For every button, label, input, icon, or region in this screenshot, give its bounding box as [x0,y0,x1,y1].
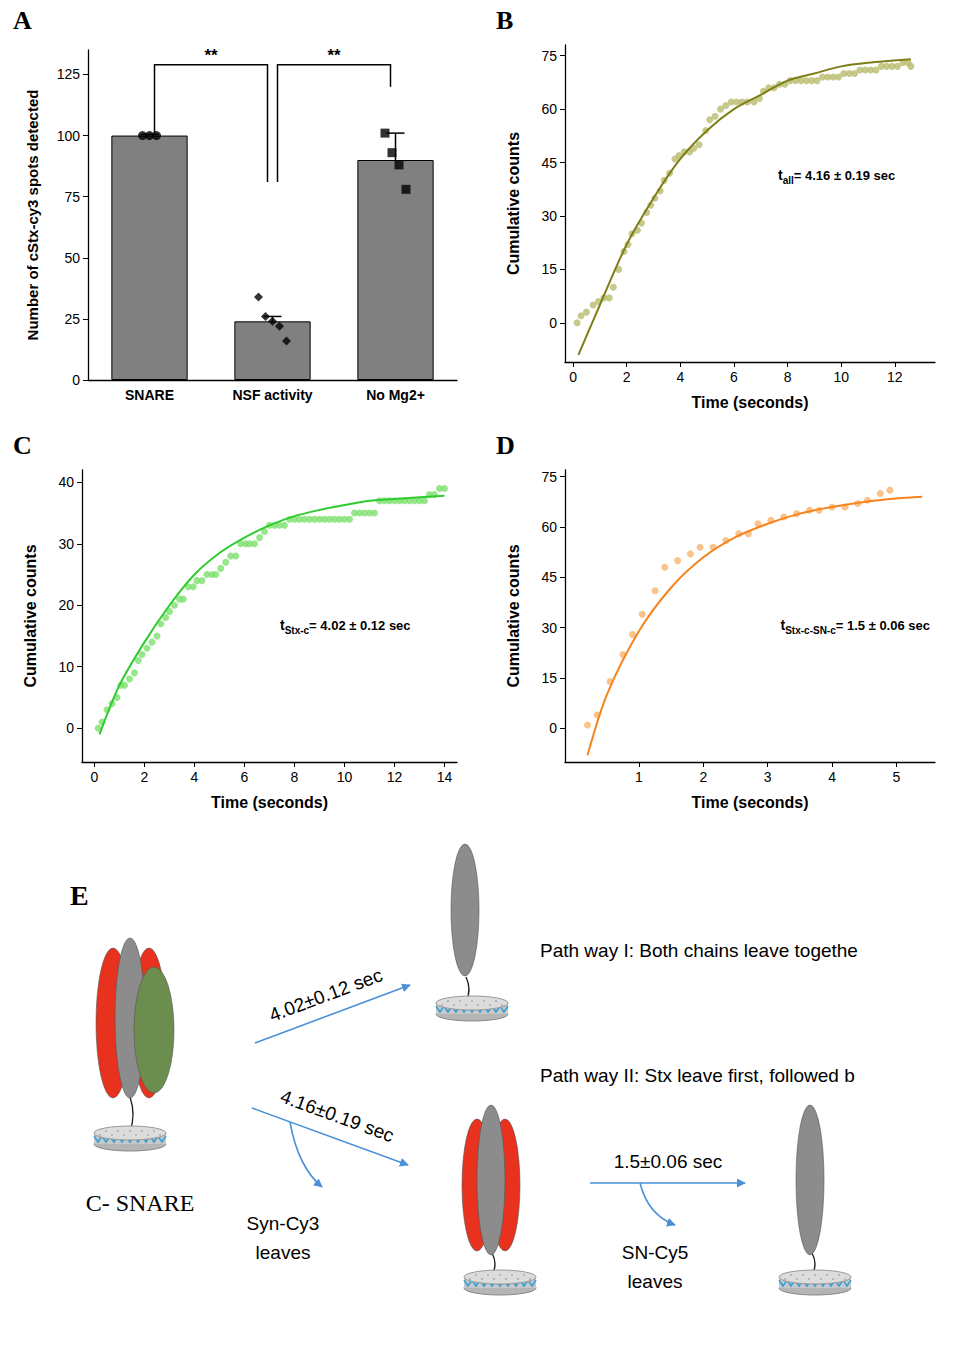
svg-text:15: 15 [541,261,557,277]
svg-text:4.16±0.19 sec: 4.16±0.19 sec [278,1086,397,1147]
svg-text:**: ** [327,46,341,65]
svg-text:30: 30 [541,620,557,636]
svg-text:SN-Cy5: SN-Cy5 [622,1242,689,1263]
svg-text:15: 15 [541,670,557,686]
svg-text:12: 12 [887,369,903,385]
svg-text:6: 6 [730,369,738,385]
svg-text:6: 6 [241,769,249,785]
svg-text:75: 75 [64,189,80,205]
svg-text:Cumulative counts: Cumulative counts [22,544,39,687]
svg-text:0: 0 [72,372,80,388]
svg-text:3: 3 [764,769,772,785]
svg-text:Number of cStx-cy3 spots detec: Number of cStx-cy3 spots detected [24,90,41,341]
svg-text:75: 75 [541,469,557,485]
svg-text:75: 75 [541,48,557,64]
svg-text:60: 60 [541,101,557,117]
svg-text:10: 10 [337,769,353,785]
svg-text:Syn-Cy3: Syn-Cy3 [247,1213,320,1234]
svg-text:= 4.16 ± 0.19 sec: = 4.16 ± 0.19 sec [794,168,895,183]
svg-text:Path way II: Stx leave first,: Path way II: Stx leave first, followed b [540,1065,855,1086]
svg-text:D: D [496,431,515,460]
svg-text:1: 1 [635,769,643,785]
svg-text:10: 10 [58,659,74,675]
svg-text:= 1.5 ± 0.06 sec: = 1.5 ± 0.06 sec [836,618,930,633]
svg-text:Path way I: Both chains leave: Path way I: Both chains leave togethe [540,940,858,961]
svg-text:5: 5 [892,769,900,785]
svg-text:leaves: leaves [256,1242,311,1263]
svg-text:SNARE: SNARE [125,387,174,403]
svg-text:2: 2 [141,769,149,785]
svg-text:12: 12 [387,769,403,785]
svg-text:Time (seconds): Time (seconds) [211,794,328,811]
svg-text:125: 125 [57,66,81,82]
svg-text:NSF activity: NSF activity [232,387,312,403]
svg-text:50: 50 [64,250,80,266]
svg-text:Stx-c: Stx-c [285,625,310,636]
svg-text:4: 4 [676,369,684,385]
svg-text:1.5±0.06 sec: 1.5±0.06 sec [614,1151,723,1172]
svg-text:30: 30 [58,536,74,552]
svg-text:B: B [496,6,513,35]
svg-text:**: ** [204,46,218,65]
svg-text:8: 8 [784,369,792,385]
svg-text:t: t [778,167,783,183]
svg-text:60: 60 [541,519,557,535]
svg-text:A: A [13,6,32,35]
svg-text:C- SNARE: C- SNARE [86,1190,195,1216]
svg-text:all: all [783,175,794,186]
svg-text:8: 8 [291,769,299,785]
svg-text:0: 0 [549,315,557,331]
svg-text:2: 2 [623,369,631,385]
svg-text:= 4.02 ± 0.12 sec: = 4.02 ± 0.12 sec [309,618,410,633]
svg-text:No Mg2+: No Mg2+ [366,387,425,403]
svg-text:10: 10 [833,369,849,385]
svg-text:40: 40 [58,474,74,490]
svg-text:14: 14 [437,769,453,785]
svg-text:0: 0 [66,720,74,736]
svg-text:t: t [280,617,285,633]
svg-text:4: 4 [191,769,199,785]
svg-text:4.02±0.12 sec: 4.02±0.12 sec [266,964,385,1025]
svg-text:45: 45 [541,569,557,585]
svg-text:20: 20 [58,597,74,613]
svg-text:Cumulative counts: Cumulative counts [505,544,522,687]
svg-text:leaves: leaves [628,1271,683,1292]
svg-text:t: t [780,617,786,633]
svg-text:4: 4 [828,769,836,785]
svg-text:E: E [70,880,89,911]
svg-text:0: 0 [91,769,99,785]
svg-text:Time (seconds): Time (seconds) [691,394,808,411]
svg-text:0: 0 [569,369,577,385]
svg-text:Time (seconds): Time (seconds) [691,794,808,811]
svg-text:0: 0 [549,720,557,736]
svg-text:25: 25 [64,311,80,327]
svg-text:Stx-c-SN-c: Stx-c-SN-c [785,625,836,636]
svg-text:2: 2 [699,769,707,785]
svg-text:30: 30 [541,208,557,224]
svg-text:100: 100 [57,128,81,144]
svg-text:C: C [13,431,32,460]
svg-text:Cumulative counts: Cumulative counts [505,132,522,275]
svg-text:45: 45 [541,155,557,171]
